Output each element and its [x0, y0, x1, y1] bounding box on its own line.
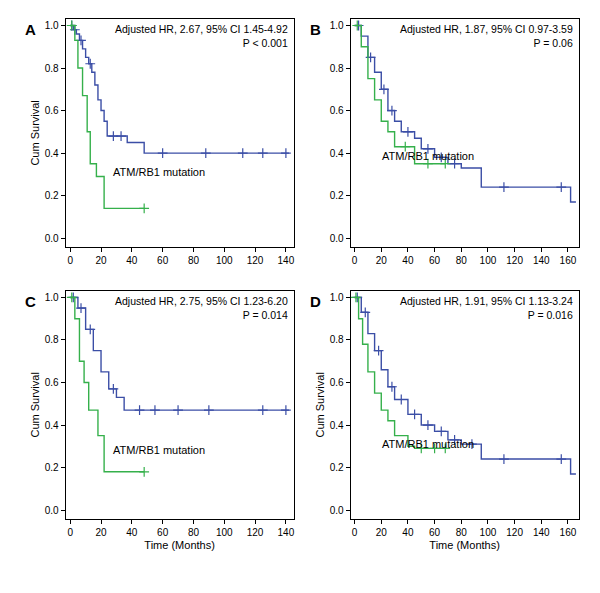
svg-text:Adjusted HR, 2.67, 95% CI 1.45: Adjusted HR, 2.67, 95% CI 1.45-4.92P < 0…	[115, 23, 288, 49]
svg-text:ATM/RB1 mutation: ATM/RB1 mutation	[113, 444, 205, 456]
svg-text:140: 140	[278, 527, 295, 538]
svg-text:0.2: 0.2	[330, 190, 344, 201]
svg-text:B: B	[310, 21, 321, 38]
svg-text:160: 160	[560, 527, 577, 538]
svg-text:0.8: 0.8	[330, 334, 344, 345]
svg-text:80: 80	[188, 527, 200, 538]
svg-text:Time (Months): Time (Months)	[429, 539, 500, 551]
svg-text:0.6: 0.6	[330, 105, 344, 116]
svg-text:ATM/RB1 mutation: ATM/RB1 mutation	[113, 166, 205, 178]
svg-text:0.0: 0.0	[45, 505, 59, 516]
svg-text:60: 60	[157, 255, 169, 266]
svg-text:0: 0	[352, 255, 358, 266]
svg-text:A: A	[25, 21, 36, 38]
svg-text:140: 140	[533, 527, 550, 538]
svg-text:0.4: 0.4	[330, 148, 344, 159]
svg-text:ATM/RB1 mutation: ATM/RB1 mutation	[382, 438, 474, 450]
svg-text:Adjusted HR, 1.91, 95% CI 1.13: Adjusted HR, 1.91, 95% CI 1.13-3.24P = 0…	[400, 295, 573, 321]
svg-text:ATM/RB1 mutation: ATM/RB1 mutation	[382, 150, 474, 162]
svg-text:0.0: 0.0	[330, 233, 344, 244]
svg-text:1.0: 1.0	[330, 20, 344, 31]
svg-text:60: 60	[429, 527, 441, 538]
svg-text:100: 100	[216, 527, 233, 538]
svg-text:1.0: 1.0	[330, 292, 344, 303]
svg-text:20: 20	[95, 527, 107, 538]
svg-text:0.4: 0.4	[330, 420, 344, 431]
svg-text:120: 120	[247, 255, 264, 266]
svg-text:0.0: 0.0	[45, 233, 59, 244]
svg-text:20: 20	[95, 255, 107, 266]
svg-text:0.6: 0.6	[45, 377, 59, 388]
svg-text:Adjusted HR, 2.75, 95% CI 1.23: Adjusted HR, 2.75, 95% CI 1.23-6.20P = 0…	[115, 295, 288, 321]
svg-text:100: 100	[480, 255, 497, 266]
svg-text:0.8: 0.8	[45, 334, 59, 345]
svg-text:60: 60	[157, 527, 169, 538]
svg-text:0.8: 0.8	[45, 63, 59, 74]
svg-text:Cum Survival: Cum Survival	[29, 372, 41, 437]
svg-text:0.6: 0.6	[45, 105, 59, 116]
svg-text:20: 20	[376, 255, 388, 266]
svg-text:80: 80	[456, 527, 468, 538]
svg-text:0.2: 0.2	[45, 190, 59, 201]
svg-text:0.2: 0.2	[45, 462, 59, 473]
svg-text:80: 80	[188, 255, 200, 266]
svg-text:1.0: 1.0	[45, 20, 59, 31]
svg-text:0.4: 0.4	[45, 148, 59, 159]
svg-text:100: 100	[480, 527, 497, 538]
svg-text:Time (Months): Time (Months)	[144, 539, 215, 551]
svg-text:160: 160	[560, 255, 577, 266]
svg-text:0.0: 0.0	[330, 505, 344, 516]
svg-text:100: 100	[216, 255, 233, 266]
svg-text:0.4: 0.4	[45, 420, 59, 431]
svg-text:D: D	[310, 293, 321, 310]
svg-text:Adjusted HR, 1.87, 95% CI 0.97: Adjusted HR, 1.87, 95% CI 0.97-3.59P = 0…	[400, 23, 573, 49]
svg-text:1.0: 1.0	[45, 292, 59, 303]
svg-text:120: 120	[506, 255, 523, 266]
svg-text:0: 0	[67, 527, 73, 538]
svg-text:80: 80	[456, 255, 468, 266]
svg-text:0: 0	[67, 255, 73, 266]
svg-text:0.8: 0.8	[330, 63, 344, 74]
svg-text:20: 20	[376, 527, 388, 538]
svg-text:0: 0	[352, 527, 358, 538]
svg-text:140: 140	[533, 255, 550, 266]
svg-text:Cum Survival: Cum Survival	[314, 372, 326, 437]
svg-text:0.6: 0.6	[330, 377, 344, 388]
svg-text:40: 40	[402, 527, 414, 538]
svg-text:120: 120	[506, 527, 523, 538]
svg-text:140: 140	[278, 255, 295, 266]
svg-text:0.2: 0.2	[330, 462, 344, 473]
svg-text:C: C	[25, 293, 36, 310]
svg-text:120: 120	[247, 527, 264, 538]
svg-text:Cum Survival: Cum Survival	[29, 100, 41, 165]
svg-text:40: 40	[126, 255, 138, 266]
svg-text:60: 60	[429, 255, 441, 266]
svg-text:40: 40	[126, 527, 138, 538]
svg-text:40: 40	[402, 255, 414, 266]
